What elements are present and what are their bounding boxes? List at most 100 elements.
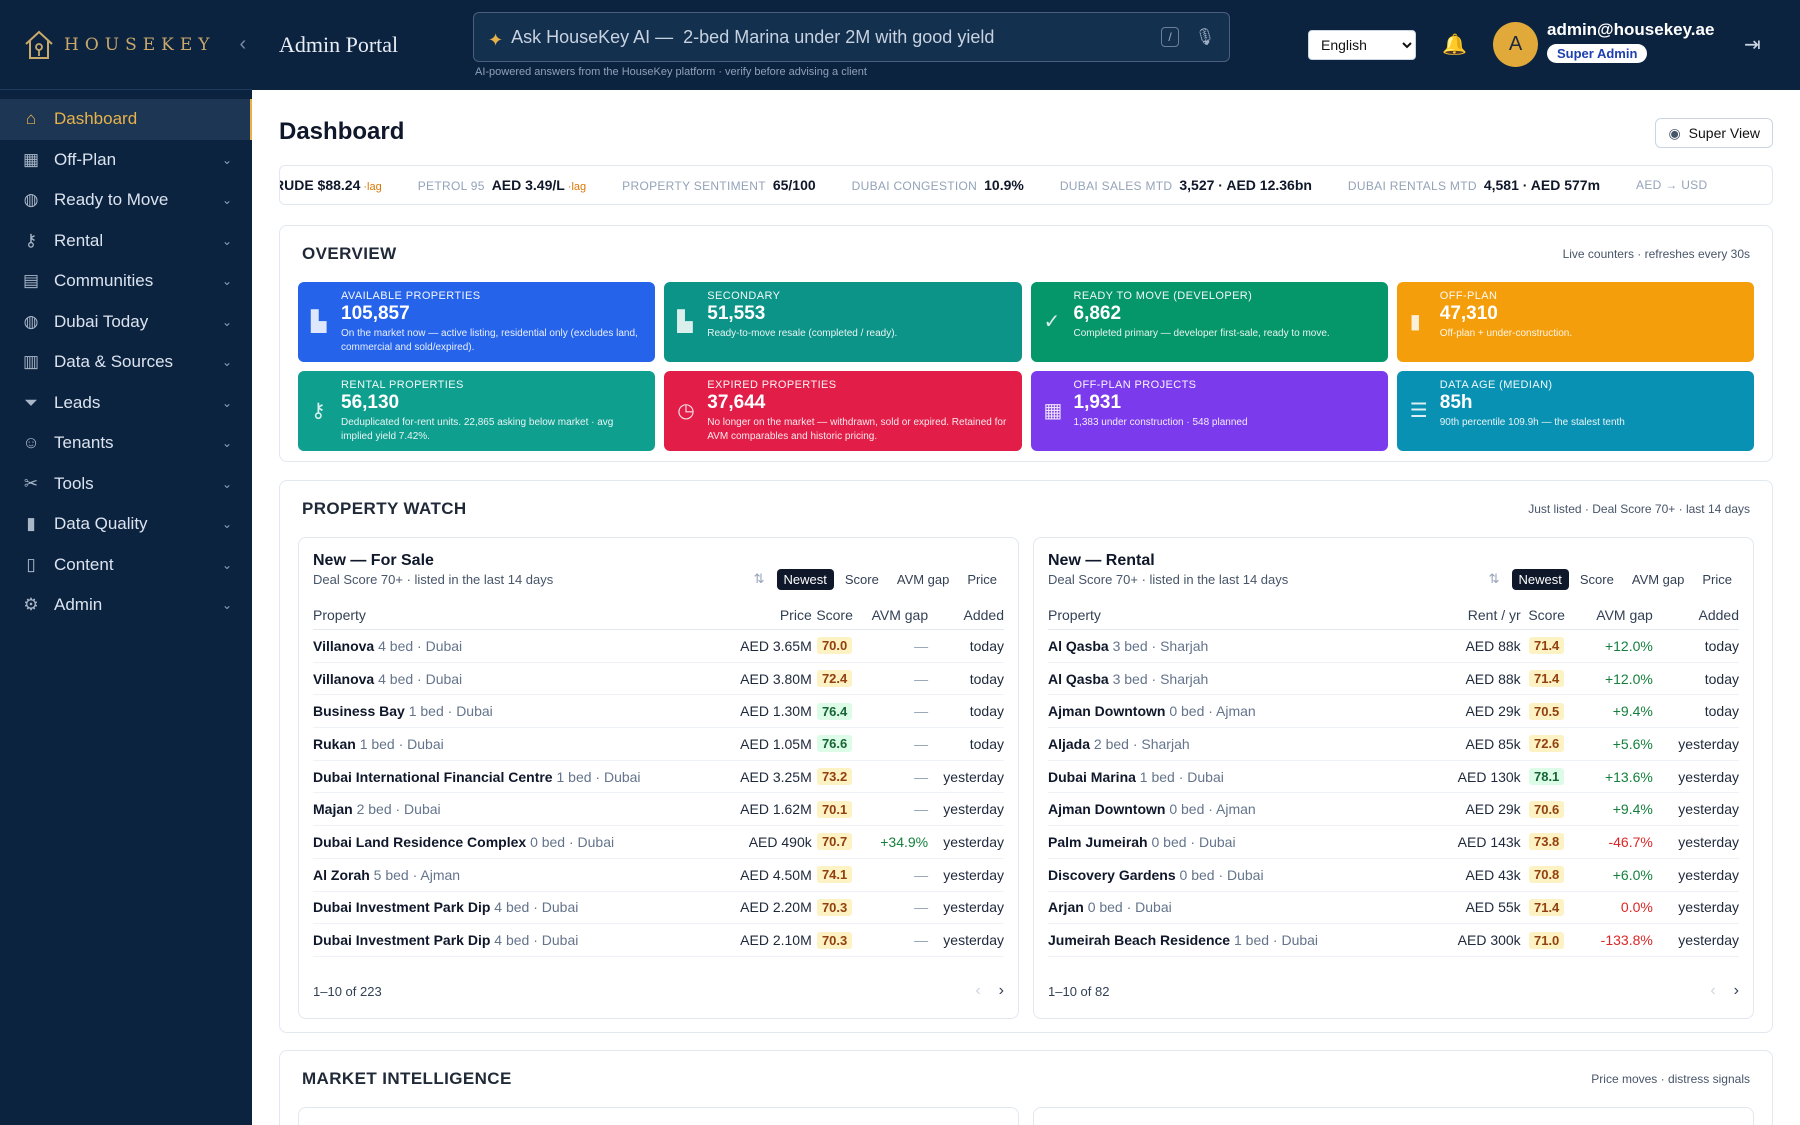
property-cell[interactable]: Discovery Gardens 0 bed · Dubai [1048, 858, 1432, 892]
stat-card[interactable]: ▮ OFF-PLAN 47,310 Off-plan + under-construc… [1396, 282, 1754, 362]
table-row[interactable]: Discovery Gardens 0 bed · Dubai AED 43k 70… [1048, 858, 1739, 892]
property-cell[interactable]: Villanova 4 bed · Dubai [313, 629, 723, 663]
property-cell[interactable]: Ajman Downtown 0 bed · Ajman [1048, 694, 1432, 729]
sidebar-item-off-plan[interactable]: ▦ Off-Plan ⌄ [0, 140, 252, 181]
property-cell[interactable]: Dubai Investment Park Dip 4 bed · Dubai [313, 923, 723, 957]
sidebar-item-leads[interactable]: ⏷ Leads ⌄ [0, 383, 252, 424]
property-cell[interactable]: Dubai International Financial Centre 1 b… [313, 760, 723, 794]
chevron-down-icon[interactable]: ⌄ [221, 436, 232, 451]
logout-icon[interactable]: ⇥ [1744, 34, 1761, 56]
chevron-down-icon[interactable]: ⌄ [221, 193, 232, 208]
sidebar-item-tenants[interactable]: ☺ Tenants ⌄ [0, 423, 252, 464]
property-cell[interactable]: Aljada 2 bed · Sharjah [1048, 727, 1432, 761]
chevron-down-icon[interactable]: ⌄ [221, 557, 232, 572]
property-cell[interactable]: Palm Jumeirah 0 bed · Dubai [1048, 825, 1432, 859]
table-row[interactable]: Villanova 4 bed · Dubai AED 3.65M 70.0— tod… [313, 629, 1004, 663]
sort-price[interactable]: Price [1702, 571, 1732, 587]
chevron-left-icon[interactable]: ‹ [1710, 982, 1716, 999]
sidebar-item-ready-to-move[interactable]: ◍ Ready to Move ⌄ [0, 180, 252, 221]
chevron-down-icon[interactable]: ⌄ [221, 314, 232, 329]
table-row[interactable]: Villanova 4 bed · Dubai AED 3.80M 72.4— tod… [313, 662, 1004, 696]
sort-newest[interactable]: Newest [776, 568, 834, 590]
avatar[interactable]: A [1493, 22, 1538, 67]
sidebar-item-admin[interactable]: ⚙ Admin ⌄ [0, 585, 252, 626]
table-row[interactable]: Dubai International Financial Centre 1 b… [313, 760, 1004, 794]
chevron-left-icon[interactable]: ‹ [975, 982, 981, 999]
sidebar-item-rental[interactable]: ⚷ Rental ⌄ [0, 221, 252, 262]
property-cell[interactable]: Jumeirah Beach Residence 1 bed · Dubai [1048, 923, 1432, 957]
property-cell[interactable]: Dubai Investment Park Dip 4 bed · Dubai [313, 891, 723, 925]
language-select[interactable]: English [1308, 30, 1416, 60]
property-cell[interactable]: Villanova 4 bed · Dubai [313, 662, 723, 696]
property-cell[interactable]: Dubai Marina 1 bed · Dubai [1048, 760, 1432, 794]
table-row[interactable]: Business Bay 1 bed · Dubai AED 1.30M 76.4—… [313, 694, 1004, 729]
chevron-right-icon[interactable]: › [1733, 982, 1739, 999]
sort-avm-gap[interactable]: AVM gap [896, 571, 950, 587]
table-row[interactable]: Al Zorah 5 bed · Ajman AED 4.50M 74.1— yest… [313, 858, 1004, 892]
sidebar-item-data-sources[interactable]: ▥ Data & Sources ⌄ [0, 342, 252, 383]
score-cell: 72.4 [811, 662, 858, 696]
table-row[interactable]: Dubai Investment Park Dip 4 bed · Dubai A… [313, 891, 1004, 925]
table-row[interactable]: Majan 2 bed · Dubai AED 1.62M 70.1— yesterd… [313, 792, 1004, 827]
stat-card[interactable]: ◷ EXPIRED PROPERTIES 37,644 No longer on th… [664, 371, 1022, 451]
bell-icon[interactable]: 🔔 [1442, 34, 1467, 56]
chevron-down-icon[interactable]: ⌄ [221, 274, 232, 289]
brand-logo[interactable]: HOUSEKEY ‹ [0, 0, 252, 90]
sidebar-item-communities[interactable]: ▤ Communities ⌄ [0, 261, 252, 302]
price-cell: AED 88k [1431, 629, 1521, 663]
chevron-down-icon[interactable]: ⌄ [221, 152, 232, 167]
table-row[interactable]: Rukan 1 bed · Dubai AED 1.05M 76.6— today [313, 727, 1004, 761]
table-row[interactable]: Aljada 2 bed · Sharjah AED 85k 72.6 +5.6% ye… [1048, 727, 1739, 761]
property-cell[interactable]: Al Qasba 3 bed · Sharjah [1048, 629, 1432, 663]
price-cell: AED 29k [1431, 694, 1521, 729]
table-row[interactable]: Palm Jumeirah 0 bed · Dubai AED 143k 73.8-… [1048, 825, 1739, 859]
table-row[interactable]: Dubai Marina 1 bed · Dubai AED 130k 78.1 +1… [1048, 760, 1739, 794]
property-cell[interactable]: Business Bay 1 bed · Dubai [313, 694, 723, 729]
chevron-down-icon[interactable]: ⌄ [221, 517, 232, 532]
property-cell[interactable]: Al Zorah 5 bed · Ajman [313, 858, 723, 892]
microphone-icon[interactable]: 🎙 [1194, 29, 1215, 46]
property-cell[interactable]: Majan 2 bed · Dubai [313, 792, 723, 827]
user-info[interactable]: admin@housekey.ae Super Admin [1547, 20, 1714, 63]
table-row[interactable]: Ajman Downtown 0 bed · Ajman AED 29k 70.5 +… [1048, 694, 1739, 729]
table-row[interactable]: Arjan 0 bed · Dubai AED 55k 71.4 0.0% yester… [1048, 891, 1739, 925]
property-cell[interactable]: Dubai Land Residence Complex 0 bed · Dub… [313, 825, 723, 859]
ai-search-box[interactable]: ✦ / 🎙 [473, 12, 1230, 62]
chevron-down-icon[interactable]: ⌄ [221, 395, 232, 410]
table-row[interactable]: Dubai Land Residence Complex 0 bed · Dub… [313, 825, 1004, 859]
property-cell[interactable]: Ajman Downtown 0 bed · Ajman [1048, 792, 1432, 827]
stat-card[interactable]: ▙ AVAILABLE PROPERTIES 105,857 On the marke… [298, 282, 656, 362]
property-cell[interactable]: Al Qasba 3 bed · Sharjah [1048, 662, 1432, 696]
sidebar-item-content[interactable]: ▯ Content ⌄ [0, 545, 252, 586]
chevron-right-icon[interactable]: › [998, 982, 1004, 999]
table-row[interactable]: Dubai Investment Park Dip 4 bed · Dubai A… [313, 923, 1004, 957]
stat-card[interactable]: ☰ DATA AGE (MEDIAN) 85h 90th percentile 109… [1396, 371, 1754, 451]
chevron-down-icon[interactable]: ⌄ [221, 598, 232, 613]
sidebar-item-dubai-today[interactable]: ◍ Dubai Today ⌄ [0, 302, 252, 343]
table-row[interactable]: Ajman Downtown 0 bed · Ajman AED 29k 70.6 +… [1048, 792, 1739, 827]
property-cell[interactable]: Arjan 0 bed · Dubai [1048, 891, 1432, 925]
table-row[interactable]: Al Qasba 3 bed · Sharjah AED 88k 71.4 +12.0… [1048, 662, 1739, 696]
stat-card[interactable]: ✓ READY TO MOVE (DEVELOPER) 6,862 Completed… [1030, 282, 1388, 362]
sort-score[interactable]: Score [844, 571, 879, 587]
chevron-down-icon[interactable]: ⌄ [221, 233, 232, 248]
sidebar-item-data-quality[interactable]: ▮ Data Quality ⌄ [0, 504, 252, 545]
stat-card[interactable]: ▦ OFF-PLAN PROJECTS 1,931 1,383 under const… [1030, 371, 1388, 451]
stat-card-label: OFF-PLAN PROJECTS [1073, 379, 1197, 391]
property-cell[interactable]: Rukan 1 bed · Dubai [313, 727, 723, 761]
sidebar-item-dashboard[interactable]: ⌂ Dashboard [0, 99, 252, 140]
collapse-sidebar-icon[interactable]: ‹ [239, 33, 247, 55]
table-row[interactable]: Al Qasba 3 bed · Sharjah AED 88k 71.4 +12.0… [1048, 629, 1739, 663]
sort-newest[interactable]: Newest [1511, 568, 1569, 590]
ai-search-input[interactable] [511, 26, 1162, 48]
stat-card[interactable]: ▙ SECONDARY 51,553 Ready-to-move resale (co… [664, 282, 1022, 362]
chevron-down-icon[interactable]: ⌄ [221, 355, 232, 370]
super-view-button[interactable]: ◉ Super View [1655, 118, 1773, 148]
sidebar-item-tools[interactable]: ✂ Tools ⌄ [0, 464, 252, 505]
chevron-down-icon[interactable]: ⌄ [221, 476, 232, 491]
stat-card[interactable]: ⚷ RENTAL PROPERTIES 56,130 Deduplicated for… [298, 371, 656, 451]
sort-score[interactable]: Score [1579, 571, 1614, 587]
sort-avm-gap[interactable]: AVM gap [1631, 571, 1685, 587]
table-row[interactable]: Jumeirah Beach Residence 1 bed · Dubai AE… [1048, 923, 1739, 957]
sort-price[interactable]: Price [967, 571, 997, 587]
